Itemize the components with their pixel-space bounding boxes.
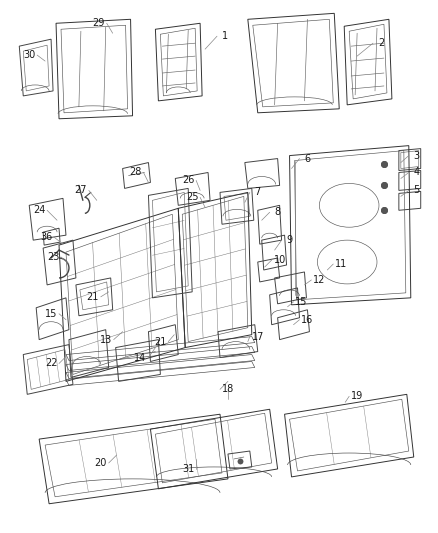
Text: 26: 26	[182, 175, 194, 185]
Text: 11: 11	[335, 259, 347, 269]
Text: 29: 29	[92, 18, 105, 28]
Text: 18: 18	[222, 384, 234, 394]
Text: 21: 21	[87, 292, 99, 302]
Text: 24: 24	[33, 205, 46, 215]
Text: 12: 12	[313, 275, 325, 285]
Text: 15: 15	[45, 309, 57, 319]
Text: 14: 14	[134, 352, 147, 362]
Text: 10: 10	[273, 255, 286, 265]
Text: 36: 36	[40, 232, 52, 242]
Text: 19: 19	[351, 391, 363, 401]
Text: 2: 2	[378, 38, 384, 48]
Text: 16: 16	[301, 314, 314, 325]
Text: 27: 27	[74, 185, 87, 196]
Text: 23: 23	[47, 252, 59, 262]
Text: 8: 8	[275, 207, 281, 217]
Text: 31: 31	[182, 464, 194, 474]
Text: 3: 3	[413, 151, 420, 160]
Text: 6: 6	[304, 154, 311, 164]
Text: 1: 1	[222, 31, 228, 41]
Text: 25: 25	[186, 192, 198, 203]
Text: 13: 13	[99, 335, 112, 345]
Text: 28: 28	[129, 167, 142, 177]
Text: 21: 21	[154, 337, 166, 346]
Text: 7: 7	[254, 188, 261, 197]
Text: 30: 30	[23, 50, 35, 60]
Text: 17: 17	[251, 332, 264, 342]
Text: 20: 20	[95, 458, 107, 468]
Text: 22: 22	[45, 359, 57, 368]
Text: 4: 4	[413, 167, 420, 177]
Text: 15: 15	[295, 297, 307, 307]
Text: 9: 9	[286, 235, 293, 245]
Text: 5: 5	[413, 185, 420, 196]
